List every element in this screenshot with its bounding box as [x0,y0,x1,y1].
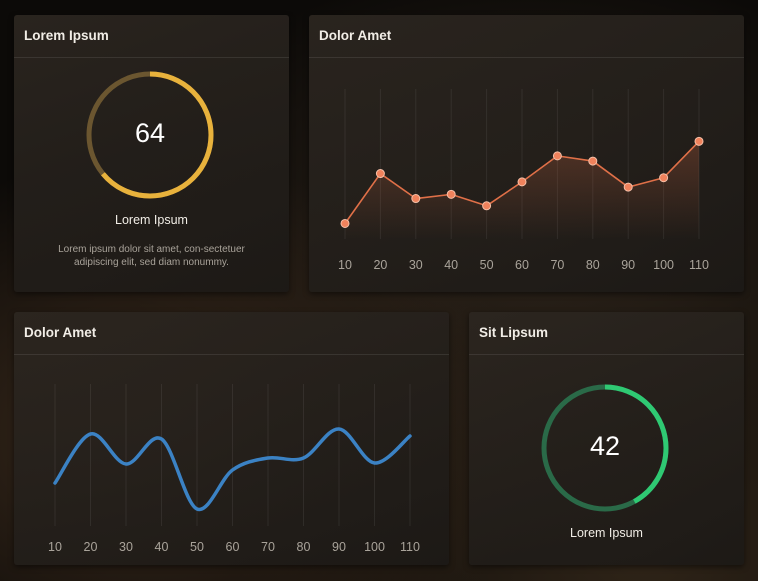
series-line [53,427,412,512]
x-tick-label: 20 [373,258,387,272]
x-tick-label: 100 [653,258,674,272]
gauge-label: Lorem Ipsum [570,526,643,540]
x-tick-label: 60 [226,540,240,554]
gauge-ring [86,71,214,199]
x-tick-label: 10 [48,540,62,554]
data-point [552,151,562,161]
gauge-progress-arc [86,71,214,199]
x-tick-label: 80 [297,540,311,554]
line-chart: 10 20 30 40 50 60 70 80 90 100 110 [338,89,709,272]
data-point [659,173,669,183]
x-tick-label: 50 [480,258,494,272]
x-tick-label: 40 [444,258,458,272]
data-point [482,201,492,211]
card-title: Lorem Ipsum [14,15,289,58]
data-point [623,182,633,192]
x-tick-label: 80 [586,258,600,272]
x-tick-label: 20 [84,540,98,554]
card-title: Dolor Amet [309,15,744,58]
gauge-card-lorem-ipsum: Lorem Ipsum 64 Lorem Ipsum Lorem ipsum d… [14,15,289,292]
series-area [345,141,699,239]
gauge-description: Lorem ipsum dolor sit amet, con-sectetue… [58,244,245,268]
x-tick-label: 30 [409,258,423,272]
data-point [375,169,385,179]
x-tick-label: 10 [338,258,352,272]
data-point [588,156,598,166]
x-tick-label: 70 [550,258,564,272]
data-point [340,218,350,228]
gauge-card-sit-lipsum: Sit Lipsum 42 Lorem Ipsum [469,312,744,565]
x-tick-label: 70 [261,540,275,554]
data-point [517,177,527,187]
card-title: Dolor Amet [14,312,449,355]
x-tick-label: 40 [155,540,169,554]
x-tick-label: 90 [621,258,635,272]
x-tick-label: 100 [364,540,385,554]
smooth-line-chart: 10 20 30 40 50 60 70 80 90 100 110 [48,384,420,554]
line-chart-card-top: Dolor Amet 10 20 30 40 50 60 70 80 90 100 110 [309,15,744,292]
x-tick-label: 110 [400,540,420,554]
data-point [446,189,456,199]
line-chart-card-bottom: Dolor Amet 10 20 30 40 50 60 70 80 90 100 110 [14,312,449,565]
gauge-progress-arc [541,384,669,512]
data-point [411,194,421,204]
card-title: Sit Lipsum [469,312,744,355]
data-point [694,136,704,146]
x-tick-label: 110 [689,258,709,272]
x-tick-label: 50 [190,540,204,554]
x-tick-label: 30 [119,540,133,554]
x-tick-label: 60 [515,258,529,272]
gauge-ring [541,384,669,512]
x-tick-label: 90 [332,540,346,554]
gauge-value: 64 [134,118,166,148]
gauge-value: 42 [589,431,621,461]
gauge-label: Lorem Ipsum [115,213,188,227]
